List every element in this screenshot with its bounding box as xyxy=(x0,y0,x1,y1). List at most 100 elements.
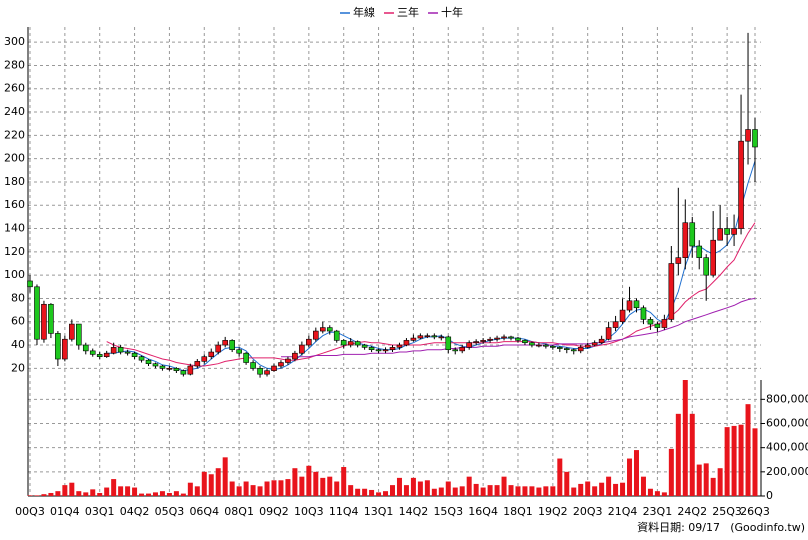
candle-body xyxy=(347,341,354,346)
volume-bar xyxy=(633,450,639,496)
x-tick-label: 26Q3 xyxy=(740,505,770,518)
y-tick-label: 280 xyxy=(4,58,25,71)
candle-body xyxy=(313,330,319,340)
x-tick-label: 19Q2 xyxy=(538,505,568,518)
volume-bar xyxy=(362,488,368,496)
candle-body xyxy=(452,349,459,352)
volume-bar xyxy=(571,487,577,496)
candle-body xyxy=(117,347,124,353)
candle-body xyxy=(445,336,452,351)
x-tick-label: 06Q4 xyxy=(189,505,219,518)
candle-body xyxy=(138,356,145,361)
legend-label: 十年 xyxy=(441,5,463,19)
volume-bar xyxy=(445,481,451,496)
volume-bar xyxy=(34,495,40,496)
candle-body xyxy=(48,303,54,334)
candle-body xyxy=(557,347,563,349)
candle-body xyxy=(745,129,751,142)
volume-bar xyxy=(550,486,556,496)
volume-bar xyxy=(613,483,619,496)
volume-bar xyxy=(229,481,235,496)
candle-body xyxy=(654,323,661,328)
y-tick-label: 220 xyxy=(4,128,25,141)
volume-bar xyxy=(90,489,96,496)
volume-bar xyxy=(675,413,681,496)
candle-body xyxy=(396,344,403,348)
candle-body xyxy=(696,245,703,258)
candle-body xyxy=(417,335,424,339)
candle-body xyxy=(577,347,584,352)
candle-body xyxy=(250,362,256,369)
volume-bar xyxy=(208,474,214,496)
candle-body xyxy=(354,341,361,346)
candle-body xyxy=(529,342,535,346)
candle-body xyxy=(187,365,194,375)
volume-bar xyxy=(355,488,361,496)
y-tick-label: 160 xyxy=(4,198,25,211)
candle-body xyxy=(668,263,675,320)
candle-body xyxy=(180,370,187,375)
candle-body xyxy=(640,307,647,320)
candle-body xyxy=(271,365,277,371)
volume-bar xyxy=(76,491,82,496)
candle-body xyxy=(285,358,291,363)
volume-bar xyxy=(334,481,340,496)
x-tick-label: 10Q3 xyxy=(294,505,324,518)
volume-bar xyxy=(313,471,319,496)
volume-bar xyxy=(431,488,437,496)
volume-bar xyxy=(111,479,117,496)
candle-body xyxy=(403,340,410,346)
candle-body xyxy=(689,222,696,247)
x-tick-label: 18Q1 xyxy=(503,505,533,518)
candle-body xyxy=(480,340,486,342)
y-tick-label: 80 xyxy=(11,291,25,304)
volume-bar xyxy=(376,492,382,496)
candle-body xyxy=(368,347,375,351)
volume-bar xyxy=(480,487,486,496)
y2-tick-label: 0 xyxy=(766,489,773,502)
volume-bar xyxy=(271,480,277,496)
volume-bar xyxy=(48,492,54,496)
volume-bar xyxy=(187,482,193,496)
y-tick-label: 200 xyxy=(4,152,25,165)
volume-bar xyxy=(438,487,444,496)
candle-body xyxy=(675,257,682,264)
candle-body xyxy=(333,330,340,341)
candle-body xyxy=(619,309,626,323)
x-tick-label: 15Q3 xyxy=(433,505,463,518)
candle-body xyxy=(55,333,61,360)
ma-line xyxy=(106,222,756,367)
x-tick-label: 11Q4 xyxy=(329,505,359,518)
volume-bar xyxy=(487,485,493,496)
y-tick-label: 140 xyxy=(4,222,25,235)
candle-body xyxy=(501,336,507,339)
candle-body xyxy=(724,228,730,235)
volume-bar xyxy=(724,427,730,496)
volume-bar xyxy=(557,458,563,496)
x-tick-label: 00Q3 xyxy=(15,505,45,518)
volume-bar xyxy=(383,491,389,496)
volume-bar xyxy=(194,486,200,496)
candle-body xyxy=(194,361,201,367)
volume-bar xyxy=(745,404,751,496)
candle-body xyxy=(208,351,215,357)
candle-body xyxy=(598,338,605,344)
volume-bar xyxy=(243,481,249,496)
candle-body xyxy=(361,344,368,348)
volume-bar xyxy=(689,413,695,496)
volume-bar xyxy=(647,488,653,496)
candle-body xyxy=(222,340,228,346)
candle-body xyxy=(570,349,577,352)
candle-body xyxy=(62,338,68,360)
x-tick-label: 01Q4 xyxy=(50,505,80,518)
x-tick-label: 08Q1 xyxy=(224,505,254,518)
volume-bar xyxy=(738,424,744,496)
candle-body xyxy=(382,349,389,352)
x-tick-label: 04Q2 xyxy=(120,505,150,518)
candle-body xyxy=(131,352,138,357)
candle-body xyxy=(487,338,493,341)
volume-bar xyxy=(97,492,103,496)
volume-bar xyxy=(222,457,228,496)
candle-body xyxy=(278,362,284,367)
x-tick-label: 13Q1 xyxy=(364,505,394,518)
